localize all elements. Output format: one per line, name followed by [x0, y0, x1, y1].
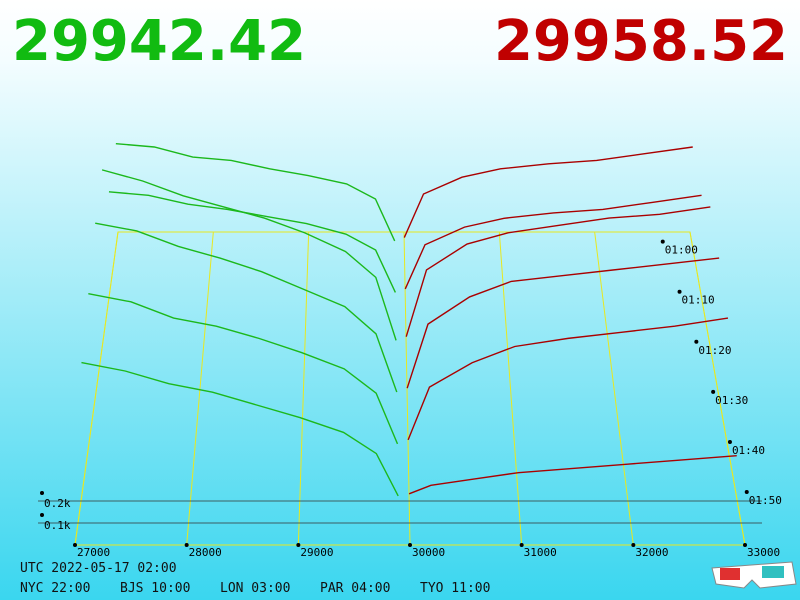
zone-time: PAR 04:00 — [320, 581, 390, 596]
time-tick — [677, 289, 682, 294]
zone-time: TYO 11:00 — [420, 581, 490, 596]
zone-time: BJS 10:00 — [120, 581, 190, 596]
price-tick — [73, 543, 77, 547]
zone-time: NYC 22:00 — [20, 581, 90, 596]
bid-depth-line — [88, 293, 399, 445]
bid-price: 29942.42 — [12, 9, 306, 74]
price-tick-label: 32000 — [635, 546, 668, 559]
time-label: 01:20 — [698, 344, 731, 357]
utc-time: UTC 2022-05-17 02:00 — [20, 561, 177, 576]
price-tick — [184, 543, 189, 547]
time-label: 01:30 — [715, 394, 748, 407]
ask-depth-line — [408, 455, 737, 495]
time-label: 01:00 — [665, 244, 698, 257]
bid-depth-line — [95, 222, 398, 393]
price-tick-label: 30000 — [412, 546, 445, 559]
price-grid-line — [74, 231, 119, 546]
bid-depth-line — [115, 142, 396, 242]
price-grid-line — [297, 231, 310, 546]
price-tick — [631, 543, 636, 547]
price-tick — [296, 543, 301, 547]
zone-time: LON 03:00 — [220, 581, 290, 596]
price-tick-label: 31000 — [524, 546, 557, 559]
ask-depth-line — [403, 146, 693, 238]
time-tick — [744, 490, 749, 495]
plot: 27000 28000 29000 30000 31000 32000 33000 0.1k 0… — [38, 142, 782, 559]
time-tick — [711, 389, 716, 394]
bid-depth-line — [108, 191, 397, 293]
price-grid-line — [186, 231, 214, 546]
depth-tick-label: 0.1k — [44, 519, 71, 532]
time-tick — [694, 339, 699, 344]
time-tick — [727, 439, 732, 444]
depth-tick-label: 0.2k — [44, 497, 71, 510]
price-tick — [408, 543, 412, 547]
3d-glasses-icon — [711, 561, 797, 589]
price-tick-label: 28000 — [189, 546, 222, 559]
depth-tick — [40, 491, 44, 495]
price-tick-label: 29000 — [300, 546, 333, 559]
time-zones: NYC 22:00 BJS 10:00 LON 03:00 PAR 04:00 TYO … — [20, 581, 490, 596]
ask-depth-line — [405, 206, 711, 337]
bid-depth-line — [101, 169, 397, 341]
price-grid-line — [403, 231, 411, 546]
ask-price: 29958.52 — [494, 9, 788, 74]
price-grid-line — [594, 231, 634, 546]
price-tick — [519, 543, 524, 547]
price-tick — [743, 543, 747, 547]
price-tick-label: 33000 — [747, 546, 780, 559]
ask-depth-line — [404, 194, 702, 290]
ask-depth-line — [407, 317, 729, 441]
price-grid-line — [689, 231, 746, 546]
time-tick — [660, 239, 665, 244]
depth-tick — [40, 513, 44, 517]
ask-depth-line — [406, 257, 720, 389]
time-label: 01:40 — [732, 444, 765, 457]
time-label: 01:10 — [682, 294, 715, 307]
price-tick-label: 27000 — [77, 546, 110, 559]
time-label: 01:50 — [749, 494, 782, 507]
bid-depth-line — [81, 361, 399, 497]
